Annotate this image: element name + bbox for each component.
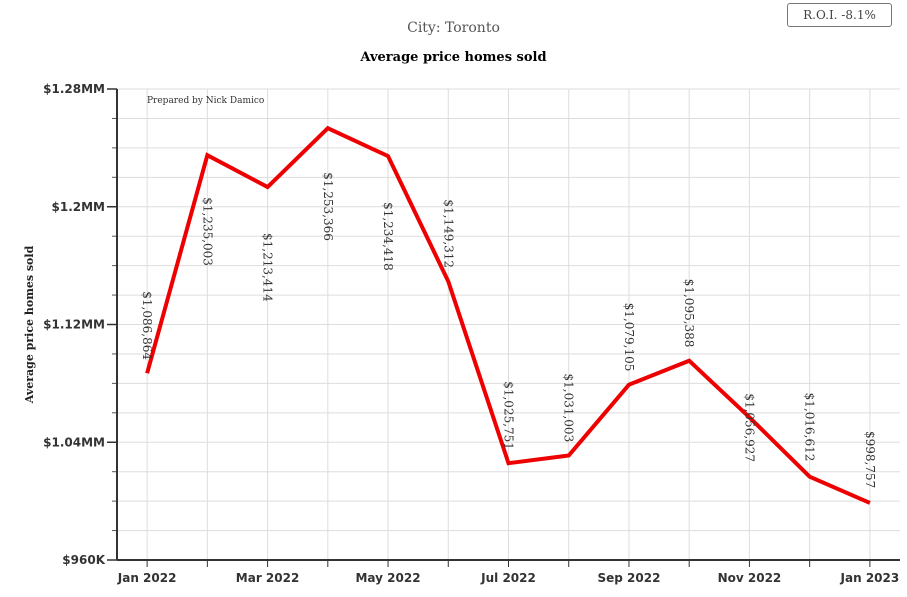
y-tick-label: $1.12MM — [43, 318, 105, 332]
y-tick-label: $1.04MM — [43, 435, 105, 449]
data-label: $1,031,003 — [562, 373, 576, 442]
data-label: $1,149,312 — [441, 199, 455, 268]
data-label: $1,095,388 — [682, 279, 696, 348]
y-tick-label: $1.28MM — [43, 82, 105, 96]
data-label: $1,025,751 — [502, 381, 516, 450]
data-label: $998,757 — [863, 431, 877, 488]
x-tick-label: Sep 2022 — [597, 571, 660, 585]
data-label: $1,234,418 — [381, 202, 395, 271]
chart-title: Average price homes sold — [360, 50, 547, 65]
data-label: $1,213,414 — [261, 233, 275, 302]
data-label: $1,016,612 — [803, 393, 817, 462]
y-tick-label: $1.2MM — [52, 200, 106, 214]
y-tick-label: $960K — [62, 553, 105, 567]
x-tick-label: May 2022 — [355, 571, 420, 585]
x-tick-label: Jan 2023 — [840, 571, 900, 585]
data-label: $1,235,003 — [200, 197, 214, 266]
x-tick-label: Mar 2022 — [236, 571, 300, 585]
x-tick-label: Jul 2022 — [480, 571, 536, 585]
series-line — [145, 125, 871, 505]
data-label: $1,079,105 — [622, 303, 636, 372]
data-label: $1,086,864 — [140, 291, 154, 360]
chart-note: Prepared by Nick Damico — [147, 96, 264, 106]
chart-subtitle: City: Toronto — [407, 20, 500, 36]
data-label: $1,253,366 — [321, 172, 335, 241]
y-axis-title: Average price homes sold — [23, 245, 36, 404]
data-label: $1,056,927 — [742, 393, 756, 462]
x-tick-label: Nov 2022 — [718, 571, 782, 585]
x-tick-label: Jan 2022 — [117, 571, 177, 585]
roi-badge: R.O.I. -8.1% — [787, 3, 892, 27]
